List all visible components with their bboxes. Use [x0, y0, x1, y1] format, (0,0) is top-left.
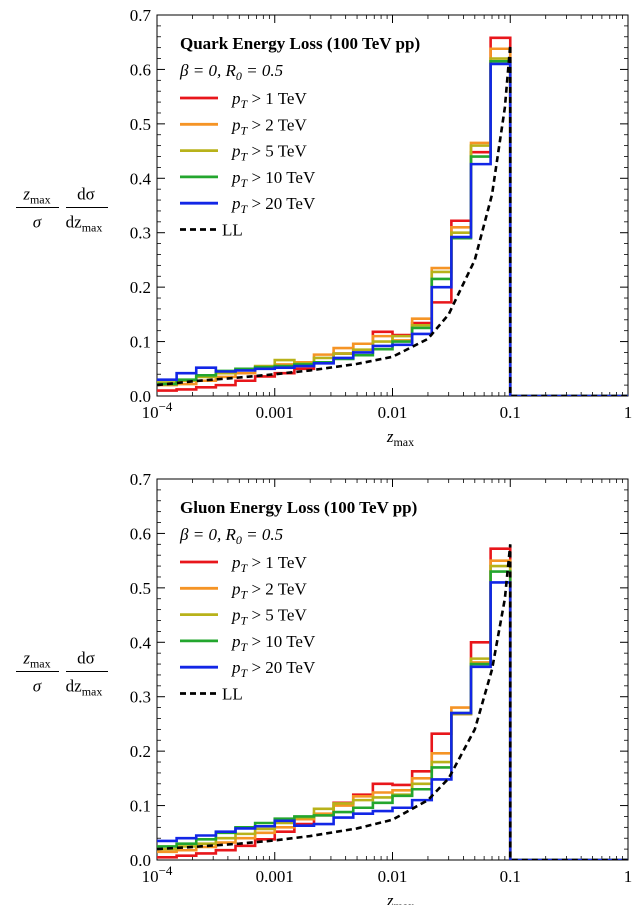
series-line-3 — [157, 564, 628, 860]
legend-item: pT > 5 TeV — [180, 142, 307, 164]
y-label-num-right: dσ — [77, 649, 95, 668]
chart-panel-gluon: 0.0 0.1 0.2 0.3 0.4 0.5 0.6 0.7 10−4 0.001 0.01 0.1… — [16, 470, 632, 905]
y-axis-label: zmax σ dσ dzmax — [16, 649, 108, 699]
y-tick-label: 0.6 — [130, 524, 151, 543]
y-label-den-right: dzmax — [66, 213, 103, 235]
y-tick-label: 0.5 — [130, 115, 151, 134]
legend-label: pT > 10 TeV — [231, 168, 316, 190]
y-label-den-left: σ — [33, 213, 42, 232]
series-line-ll — [157, 544, 628, 860]
x-tick-label: 1 — [624, 867, 633, 886]
x-axis-label: zmax — [386, 891, 414, 905]
legend-item: pT > 1 TeV — [180, 89, 307, 111]
y-tick-label: 0.3 — [130, 224, 151, 243]
y-tick-label: 0.1 — [130, 797, 151, 816]
y-tick-label: 0.4 — [130, 633, 152, 652]
chart-panel-quark: 0.0 0.1 0.2 0.3 0.4 0.5 0.6 0.7 10−4 0.001 0.01 0.1… — [16, 6, 632, 449]
series-line-5 — [157, 62, 628, 396]
x-tick-label: 0.001 — [256, 403, 294, 422]
y-label-num-left: zmax — [22, 185, 50, 207]
x-tick-label: 10−4 — [142, 863, 173, 886]
series-line-3 — [157, 57, 628, 396]
legend-item: pT > 10 TeV — [180, 632, 316, 654]
y-tick-label: 0.3 — [130, 688, 151, 707]
x-axis-label: zmax — [386, 427, 414, 449]
y-tick-label: 0.5 — [130, 579, 151, 598]
legend-label: pT > 1 TeV — [231, 553, 307, 575]
legend-item: pT > 5 TeV — [180, 606, 307, 628]
legend-label: pT > 5 TeV — [231, 606, 307, 628]
series-line-4 — [157, 570, 628, 860]
legend-item: pT > 2 TeV — [180, 579, 307, 601]
plot-area — [157, 544, 628, 860]
x-tick-label: 0.01 — [378, 867, 408, 886]
series-line-2 — [157, 559, 628, 860]
y-tick-label: 0.7 — [130, 470, 152, 489]
y-tick-label: 0.0 — [130, 851, 151, 870]
y-tick-label: 0.2 — [130, 742, 151, 761]
legend-label: LL — [222, 685, 243, 704]
legend-item: LL — [180, 221, 243, 240]
legend-item: pT > 20 TeV — [180, 658, 316, 680]
x-tick-label: 1 — [624, 403, 633, 422]
y-label-den-right: dzmax — [66, 677, 103, 699]
y-tick-label: 0.4 — [130, 169, 152, 188]
chart-title: Gluon Energy Loss (100 TeV pp) — [180, 498, 417, 517]
legend-label: pT > 1 TeV — [231, 89, 307, 111]
y-tick-label: 0.1 — [130, 333, 151, 352]
series-line-ll — [157, 44, 628, 396]
x-tick-label: 0.01 — [378, 403, 408, 422]
legend-item: pT > 1 TeV — [180, 553, 307, 575]
legend-item: pT > 2 TeV — [180, 115, 307, 137]
x-tick-label: 0.1 — [500, 867, 521, 886]
chart-parameters: β = 0, R0 = 0.5 — [179, 61, 283, 83]
plot-area — [157, 36, 628, 396]
legend-label: pT > 10 TeV — [231, 632, 316, 654]
chart-title: Quark Energy Loss (100 TeV pp) — [180, 34, 420, 53]
legend-label: pT > 20 TeV — [231, 194, 316, 216]
series-line-5 — [157, 581, 628, 860]
y-tick-label: 0.6 — [130, 60, 151, 79]
series-line-2 — [157, 47, 628, 396]
x-tick-label: 0.001 — [256, 867, 294, 886]
x-tick-label: 0.1 — [500, 403, 521, 422]
chart-parameters: β = 0, R0 = 0.5 — [179, 525, 283, 547]
y-tick-label: 0.7 — [130, 6, 152, 25]
legend-label: pT > 5 TeV — [231, 142, 307, 164]
legend-label: pT > 2 TeV — [231, 115, 307, 137]
x-tick-label: 10−4 — [142, 399, 173, 422]
legend-item: pT > 20 TeV — [180, 194, 316, 216]
legend-item: pT > 10 TeV — [180, 168, 316, 190]
legend-label: pT > 2 TeV — [231, 579, 307, 601]
y-label-num-right: dσ — [77, 185, 95, 204]
legend-item: LL — [180, 685, 243, 704]
y-label-den-left: σ — [33, 677, 42, 696]
y-tick-label: 0.2 — [130, 278, 151, 297]
y-axis-label: zmax σ dσ dzmax — [16, 185, 108, 235]
y-label-num-left: zmax — [22, 649, 50, 671]
legend-label: pT > 20 TeV — [231, 658, 316, 680]
y-tick-label: 0.0 — [130, 387, 151, 406]
legend-label: LL — [222, 221, 243, 240]
series-line-1 — [157, 547, 628, 860]
